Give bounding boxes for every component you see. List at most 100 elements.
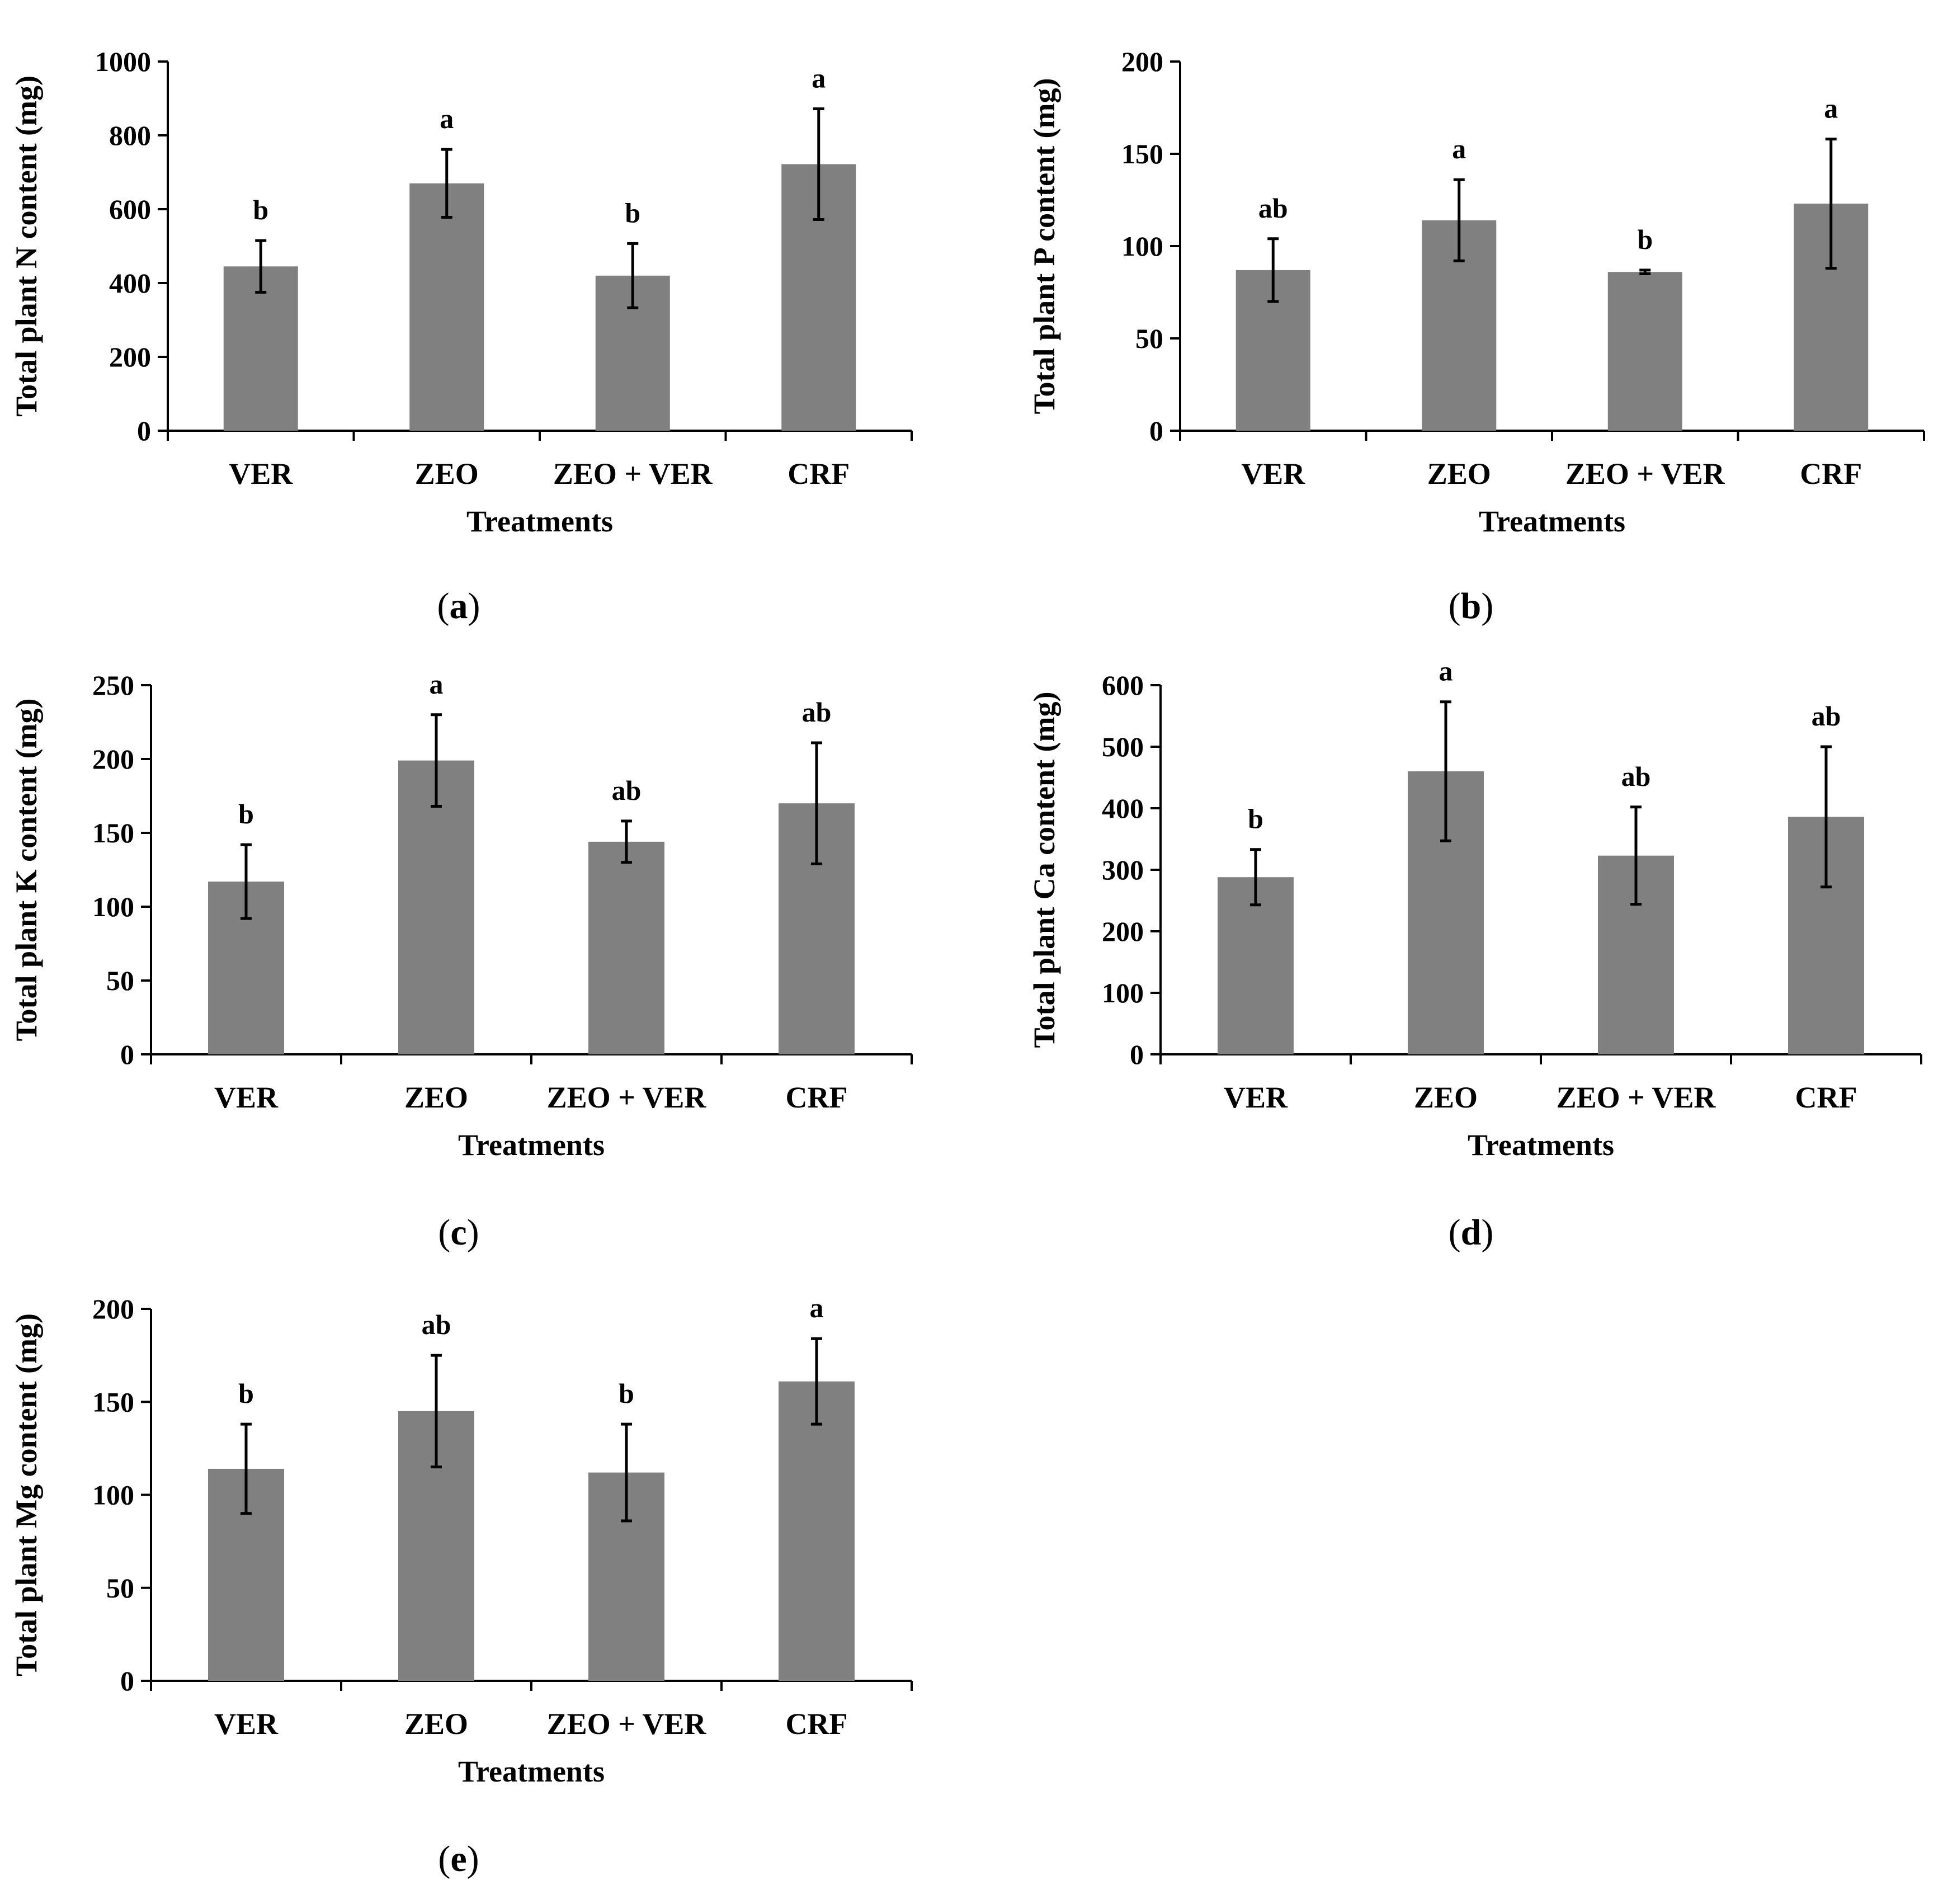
significance-label: ab xyxy=(1621,761,1651,792)
significance-label: a xyxy=(1452,133,1466,164)
y-tick-label: 100 xyxy=(1102,977,1144,1008)
x-category-label: ZEO xyxy=(404,1707,468,1741)
x-axis-title: Treatments xyxy=(1468,1128,1614,1162)
panel-label: (c) xyxy=(438,1212,479,1253)
y-tick-label: 200 xyxy=(92,1293,134,1325)
y-tick-label: 300 xyxy=(1102,854,1144,885)
bar xyxy=(1218,877,1294,1054)
x-category-label: ZEO + VER xyxy=(547,1081,707,1114)
x-category-label: ZEO xyxy=(1427,457,1491,491)
x-category-label: ZEO xyxy=(415,457,479,491)
y-axis-title: Total plant Ca content (mg) xyxy=(1027,691,1061,1048)
y-tick-label: 600 xyxy=(109,194,151,225)
significance-label: a xyxy=(1439,656,1453,687)
panel-letter: b xyxy=(1461,586,1482,626)
panel-letter: d xyxy=(1461,1212,1482,1253)
significance-label: ab xyxy=(1258,192,1288,224)
significance-label: b xyxy=(1248,803,1263,835)
x-category-label: VER xyxy=(214,1707,279,1741)
chart-panel-d: 0 100 200 300 400 500 600 b VER a ZEO ab ZEO + VER ab… xyxy=(1027,656,1922,1253)
y-tick-label: 200 xyxy=(92,743,134,775)
x-category-label: ZEO + VER xyxy=(1565,457,1725,491)
x-category-label: ZEO + VER xyxy=(547,1707,707,1741)
x-axis-title: Treatments xyxy=(466,505,613,538)
significance-label: b xyxy=(625,197,640,228)
y-axis-title: Total plant P content (mg) xyxy=(1027,78,1061,414)
y-tick-label: 200 xyxy=(1121,46,1163,77)
y-tick-label: 800 xyxy=(109,120,151,151)
y-tick-label: 500 xyxy=(1102,731,1144,762)
y-tick-label: 150 xyxy=(1121,138,1163,169)
significance-label: a xyxy=(440,103,454,134)
y-tick-label: 0 xyxy=(120,1665,134,1696)
bar xyxy=(1607,272,1682,431)
y-tick-label: 0 xyxy=(120,1039,134,1070)
significance-label: a xyxy=(812,62,826,93)
significance-label: b xyxy=(1637,224,1653,255)
x-category-label: VER xyxy=(1241,457,1305,491)
bar xyxy=(398,760,474,1054)
significance-label: ab xyxy=(612,775,642,806)
x-category-label: ZEO xyxy=(404,1081,468,1114)
significance-label: ab xyxy=(422,1309,451,1340)
x-category-label: CRF xyxy=(786,1707,848,1741)
bar xyxy=(409,183,484,431)
panel-label: (b) xyxy=(1449,586,1494,626)
significance-label: a xyxy=(1824,93,1838,124)
y-tick-label: 150 xyxy=(92,817,134,849)
x-category-label: ZEO xyxy=(1414,1081,1478,1114)
panel-letter: a xyxy=(450,586,468,626)
bar xyxy=(588,841,664,1054)
significance-label: b xyxy=(619,1378,634,1409)
panel-label: (e) xyxy=(438,1839,479,1879)
y-tick-label: 100 xyxy=(92,891,134,922)
x-category-label: ZEO + VER xyxy=(553,457,713,491)
chart-panel-e: 0 50 100 150 200 b VER ab ZEO b ZEO + VER a CRF Treat… xyxy=(10,1292,913,1879)
y-axis-title: Total plant K content (mg) xyxy=(10,698,43,1041)
y-tick-label: 600 xyxy=(1102,670,1144,701)
y-tick-label: 0 xyxy=(1130,1039,1144,1070)
y-tick-label: 50 xyxy=(1135,323,1163,354)
panel-letter: e xyxy=(450,1839,466,1879)
x-axis-title: Treatments xyxy=(1479,505,1625,538)
x-axis-title: Treatments xyxy=(458,1755,605,1788)
x-category-label: CRF xyxy=(786,1081,848,1114)
y-tick-label: 100 xyxy=(1121,230,1163,262)
significance-label: b xyxy=(253,194,268,225)
chart-panel-a: 0 200 400 600 800 1000 b VER a ZEO b ZEO + VER a CRF T… xyxy=(10,46,913,626)
x-category-label: VER xyxy=(1224,1081,1288,1114)
y-tick-label: 0 xyxy=(1149,415,1163,446)
y-tick-label: 150 xyxy=(92,1386,134,1417)
significance-label: ab xyxy=(1812,700,1841,732)
significance-label: a xyxy=(810,1292,824,1323)
y-tick-label: 50 xyxy=(106,965,134,996)
significance-label: a xyxy=(430,668,444,700)
y-axis-title: Total plant N content (mg) xyxy=(10,76,43,417)
x-category-label: CRF xyxy=(787,457,850,491)
significance-label: b xyxy=(238,798,254,830)
y-tick-label: 100 xyxy=(92,1479,134,1511)
bar xyxy=(779,1381,855,1681)
y-tick-label: 400 xyxy=(1102,793,1144,824)
x-axis-title: Treatments xyxy=(458,1128,605,1162)
bar xyxy=(223,266,298,431)
x-category-label: CRF xyxy=(1800,457,1862,491)
y-tick-label: 0 xyxy=(137,415,151,446)
significance-label: b xyxy=(238,1378,254,1409)
x-category-label: ZEO + VER xyxy=(1557,1081,1716,1114)
significance-label: ab xyxy=(802,696,832,728)
panel-label: (d) xyxy=(1449,1212,1494,1253)
y-tick-label: 200 xyxy=(109,341,151,373)
y-tick-label: 400 xyxy=(109,267,151,299)
y-tick-label: 50 xyxy=(106,1572,134,1604)
y-axis-title: Total plant Mg content (mg) xyxy=(10,1313,43,1676)
y-tick-label: 250 xyxy=(92,670,134,701)
y-tick-label: 200 xyxy=(1102,916,1144,947)
chart-panel-c: 0 50 100 150 200 250 b VER a ZEO ab ZEO + VER ab CRF T… xyxy=(10,668,913,1253)
panel-label: (a) xyxy=(437,586,480,626)
x-category-label: CRF xyxy=(1795,1081,1857,1114)
y-tick-label: 1000 xyxy=(95,46,151,77)
chart-panel-b: 0 50 100 150 200 ab VER a ZEO b ZEO + VER a CRF Treat… xyxy=(1027,46,1925,626)
panel-letter: c xyxy=(450,1212,466,1253)
